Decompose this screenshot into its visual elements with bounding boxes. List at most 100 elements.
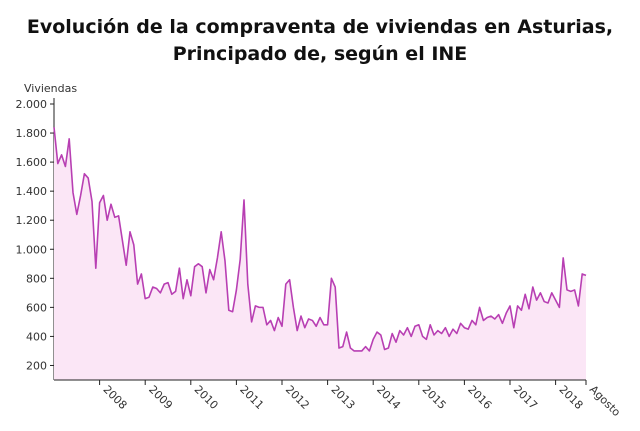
data-point (342, 346, 344, 348)
data-point (365, 346, 367, 348)
data-point (171, 293, 173, 295)
data-point (501, 322, 503, 324)
data-point (281, 325, 283, 327)
data-point (463, 327, 465, 329)
data-point (68, 138, 70, 140)
data-point (406, 327, 408, 329)
y-axis: 200 400 600 800 1.000 1.200 1.400 1.600 1.800 2.0… (16, 98, 55, 380)
data-point (327, 324, 329, 326)
x-tick-label: 2008 (100, 383, 129, 412)
data-point (239, 258, 241, 260)
data-point (524, 293, 526, 295)
data-point (254, 305, 256, 307)
data-point (486, 317, 488, 319)
data-point (125, 264, 127, 266)
data-point (334, 286, 336, 288)
data-point (330, 277, 332, 279)
data-point (517, 305, 519, 307)
x-tick-label: 2012 (283, 383, 312, 412)
data-point (182, 298, 184, 300)
data-point (380, 334, 382, 336)
chart-title-line-1: Evolución de la compraventa de viviendas… (26, 16, 614, 38)
data-point (167, 282, 169, 284)
data-point (83, 173, 85, 175)
data-point (175, 290, 177, 292)
data-point (456, 333, 458, 335)
data-point (498, 314, 500, 316)
data-point (319, 317, 321, 319)
data-point (357, 350, 359, 352)
data-point (399, 330, 401, 332)
data-point (118, 215, 120, 217)
data-point (452, 328, 454, 330)
data-point (110, 203, 112, 205)
data-point (266, 324, 268, 326)
data-point (353, 350, 355, 352)
y-tick-label: 400 (26, 330, 47, 343)
data-point (156, 287, 158, 289)
data-point (368, 350, 370, 352)
data-point (509, 305, 511, 307)
data-point (76, 213, 78, 215)
data-point (114, 216, 116, 218)
data-point (194, 266, 196, 268)
data-point (532, 286, 534, 288)
data-point (72, 192, 74, 194)
data-point (539, 292, 541, 294)
series-line (53, 127, 587, 352)
data-point (403, 334, 405, 336)
data-point (585, 274, 587, 276)
data-point (205, 292, 207, 294)
data-point (376, 331, 378, 333)
data-point (121, 240, 123, 242)
data-point (247, 283, 249, 285)
data-point (197, 263, 199, 265)
data-point (213, 279, 215, 281)
data-point (574, 289, 576, 291)
data-point (163, 283, 165, 285)
data-point (391, 333, 393, 335)
data-point (467, 328, 469, 330)
y-tick-label: 1.000 (16, 243, 48, 256)
data-point (95, 267, 97, 269)
y-tick-label: 1.400 (16, 185, 48, 198)
data-point (308, 318, 310, 320)
x-tick-label: 2009 (146, 383, 175, 412)
data-point (258, 306, 260, 308)
data-point (243, 199, 245, 201)
data-point (562, 257, 564, 259)
x-tick-label: 2011 (237, 383, 266, 412)
data-point (490, 315, 492, 317)
data-point (300, 315, 302, 317)
data-point (570, 290, 572, 292)
data-point (566, 289, 568, 291)
data-point (224, 260, 226, 262)
data-point (437, 330, 439, 332)
data-point (270, 319, 272, 321)
x-tick-label: 2010 (192, 383, 221, 412)
data-point (137, 283, 139, 285)
data-point (387, 347, 389, 349)
data-point (53, 126, 55, 128)
x-tick-label: 2013 (328, 383, 357, 412)
data-point (87, 177, 89, 179)
data-point (429, 324, 431, 326)
data-point (140, 273, 142, 275)
data-point (441, 333, 443, 335)
data-point (422, 335, 424, 337)
data-point (129, 231, 131, 233)
data-point (410, 335, 412, 337)
data-point (277, 317, 279, 319)
data-point (520, 309, 522, 311)
data-point (475, 324, 477, 326)
data-point (494, 318, 496, 320)
data-point (528, 308, 530, 310)
y-tick-label: 2.000 (16, 98, 48, 111)
data-point (64, 165, 66, 167)
data-point (144, 298, 146, 300)
data-point (91, 200, 93, 202)
x-tick-label: 2016 (465, 383, 494, 412)
y-tick-label: 200 (26, 359, 47, 372)
data-point (209, 269, 211, 271)
